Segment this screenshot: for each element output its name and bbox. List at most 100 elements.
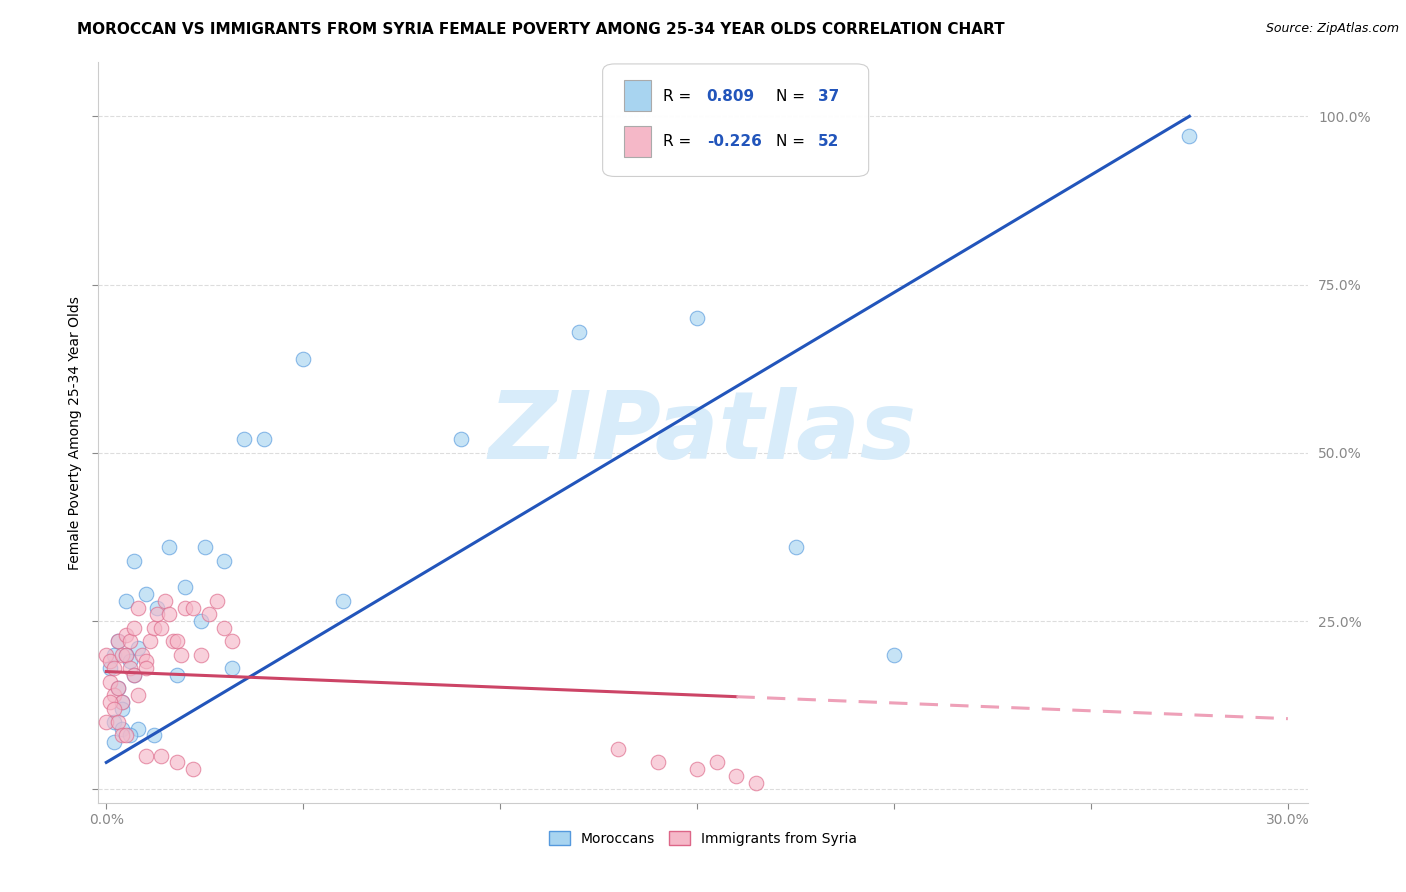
Text: ZIPatlas: ZIPatlas: [489, 386, 917, 479]
Point: [170, 648, 193, 662]
Text: 52: 52: [818, 134, 839, 149]
Point: [122, 668, 145, 682]
Point: [332, 594, 354, 608]
Point: [190, 614, 212, 628]
Point: [118, 661, 141, 675]
Point: [166, 668, 188, 682]
Point: [103, 714, 125, 729]
Point: [157, 607, 180, 622]
Point: [233, 433, 256, 447]
FancyBboxPatch shape: [624, 80, 651, 112]
Point: [98, 695, 121, 709]
Point: [174, 581, 197, 595]
Point: [107, 681, 129, 696]
Point: [745, 775, 768, 789]
Point: [292, 351, 315, 366]
Point: [111, 695, 134, 709]
Point: [103, 735, 125, 749]
Point: [96, 648, 118, 662]
Point: [107, 714, 129, 729]
Point: [98, 655, 121, 669]
Point: [107, 634, 129, 648]
Y-axis label: Female Poverty Among 25-34 Year Olds: Female Poverty Among 25-34 Year Olds: [67, 295, 82, 570]
Point: [174, 600, 197, 615]
Point: [98, 674, 121, 689]
Point: [122, 668, 145, 682]
Point: [135, 655, 157, 669]
Point: [1178, 129, 1201, 144]
Point: [647, 756, 669, 770]
Point: [142, 729, 165, 743]
Point: [111, 722, 134, 736]
Point: [155, 594, 177, 608]
Point: [135, 661, 157, 675]
Legend: Moroccans, Immigrants from Syria: Moroccans, Immigrants from Syria: [544, 825, 862, 851]
Point: [103, 701, 125, 715]
Point: [166, 756, 188, 770]
Point: [785, 540, 807, 554]
Point: [214, 553, 236, 567]
Point: [221, 661, 243, 675]
Point: [118, 655, 141, 669]
Point: [115, 627, 138, 641]
Point: [122, 553, 145, 567]
Text: -0.226: -0.226: [707, 134, 762, 149]
Point: [135, 587, 157, 601]
Point: [111, 701, 134, 715]
Point: [157, 540, 180, 554]
Text: N =: N =: [776, 134, 810, 149]
Point: [166, 634, 188, 648]
Point: [115, 648, 138, 662]
Point: [194, 540, 217, 554]
Point: [127, 600, 149, 615]
Point: [138, 634, 160, 648]
Point: [253, 433, 276, 447]
FancyBboxPatch shape: [603, 64, 869, 177]
Text: R =: R =: [664, 134, 696, 149]
Point: [221, 634, 243, 648]
Point: [131, 648, 153, 662]
Text: 37: 37: [818, 89, 839, 104]
Text: 0.809: 0.809: [707, 89, 755, 104]
Point: [725, 769, 748, 783]
Point: [111, 695, 134, 709]
Point: [181, 600, 204, 615]
FancyBboxPatch shape: [624, 126, 651, 157]
Point: [118, 634, 141, 648]
Point: [197, 607, 219, 622]
Point: [111, 729, 134, 743]
Point: [135, 748, 157, 763]
Point: [103, 688, 125, 702]
Text: N =: N =: [776, 89, 810, 104]
Point: [190, 648, 212, 662]
Point: [150, 621, 173, 635]
Point: [96, 714, 118, 729]
Point: [103, 661, 125, 675]
Point: [142, 621, 165, 635]
Point: [883, 648, 905, 662]
Point: [127, 722, 149, 736]
Point: [205, 594, 228, 608]
Point: [162, 634, 184, 648]
Point: [115, 648, 138, 662]
Point: [118, 729, 141, 743]
Point: [181, 762, 204, 776]
Point: [150, 748, 173, 763]
Text: MOROCCAN VS IMMIGRANTS FROM SYRIA FEMALE POVERTY AMONG 25-34 YEAR OLDS CORRELATI: MOROCCAN VS IMMIGRANTS FROM SYRIA FEMALE…: [77, 22, 1005, 37]
Point: [122, 621, 145, 635]
Point: [98, 661, 121, 675]
Point: [107, 634, 129, 648]
Point: [450, 433, 472, 447]
Point: [568, 325, 591, 339]
Point: [146, 600, 169, 615]
Point: [115, 729, 138, 743]
Point: [107, 681, 129, 696]
Point: [686, 311, 709, 326]
Point: [607, 742, 630, 756]
Point: [127, 640, 149, 655]
Point: [115, 594, 138, 608]
Point: [686, 762, 709, 776]
Point: [706, 756, 728, 770]
Text: R =: R =: [664, 89, 696, 104]
Point: [214, 621, 236, 635]
